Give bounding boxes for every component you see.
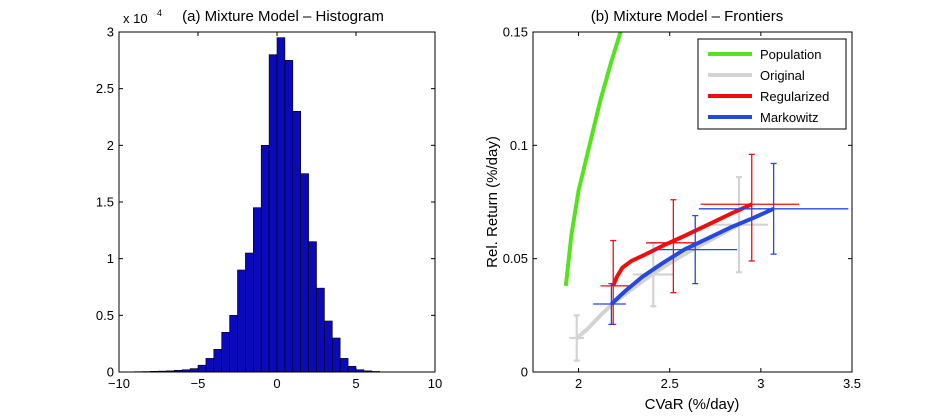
errorbar-markowitz	[651, 214, 738, 285]
y-tick-label: 2.5	[96, 81, 114, 96]
legend-label: Regularized	[760, 89, 829, 104]
x-axis-label: CVaR (%/day)	[645, 396, 740, 413]
histogram-bar	[237, 269, 246, 373]
histogram-bar	[324, 320, 333, 373]
legend-label: Markowitz	[760, 110, 819, 125]
x-tick-label: 2.5	[661, 376, 679, 391]
legend-label: Original	[760, 68, 805, 83]
frontiers-y-ticks: 0 0.05 0.1 0.15	[503, 25, 852, 380]
histogram-bar	[284, 60, 294, 373]
y-multiplier: x 10	[123, 11, 148, 26]
x-tick-label: −5	[191, 376, 206, 391]
y-tick-label: 0	[521, 365, 528, 380]
histogram-bar	[260, 145, 270, 373]
histogram-bar	[205, 358, 215, 373]
y-tick-label: 0.5	[96, 308, 114, 323]
histogram-bar	[189, 368, 199, 373]
histogram-bar	[253, 207, 262, 373]
histogram-bar	[268, 54, 278, 373]
y-tick-label: 0.05	[503, 251, 528, 266]
y-tick-label: 0	[107, 365, 114, 380]
series-line-original	[575, 222, 740, 340]
series-line-population	[563, 32, 623, 287]
histogram-y-ticks: 0 0.5 1 1.5 2 2.5 3	[96, 25, 435, 380]
x-tick-label: 3	[757, 376, 764, 391]
y-multiplier-exponent: 4	[157, 8, 162, 18]
frontiers-title: (b) Mixture Model – Frontiers	[591, 8, 784, 25]
y-tick-label: 1	[107, 251, 114, 266]
x-tick-label: 10	[428, 376, 442, 391]
histogram-bar	[292, 111, 301, 373]
errorbar-markowitz	[593, 282, 626, 326]
frontier-lines	[563, 32, 849, 362]
histogram-title: (a) Mixture Model – Histogram	[182, 8, 384, 25]
x-tick-label: 2	[575, 376, 582, 391]
errorbar-original	[569, 314, 585, 362]
y-tick-label: 1.5	[96, 195, 114, 210]
histogram-bar	[229, 315, 238, 373]
x-tick-label: 0	[273, 376, 280, 391]
histogram-bar	[347, 366, 357, 373]
histogram-bar	[331, 337, 341, 373]
histogram-bar	[339, 358, 349, 373]
histogram-bar	[300, 173, 309, 373]
x-tick-label: −10	[108, 376, 130, 391]
frontiers-x-ticks: 2 2.5 3 3.5	[575, 32, 861, 391]
legend-label: Population	[760, 47, 821, 62]
y-tick-label: 0.15	[503, 25, 528, 40]
histogram-bars	[134, 37, 380, 373]
legend: Population Original Regularized Markowitz	[697, 38, 847, 130]
histogram-bar	[213, 349, 223, 373]
series-line-markowitz	[610, 206, 775, 306]
histogram-panel: (a) Mixture Model – Histogram x 10 4 −10…	[96, 8, 442, 391]
errorbar-original	[633, 241, 674, 308]
errorbar-regularized	[646, 199, 701, 294]
histogram-bar	[276, 37, 286, 373]
frontiers-axes-box	[532, 31, 853, 373]
y-tick-label: 0.1	[510, 138, 528, 153]
histogram-x-ticks: −10 −5 0 5 10	[108, 32, 442, 391]
errorbar-markowitz	[698, 162, 849, 255]
frontiers-panel: (b) Mixture Model – Frontiers 2 2.5 3 3.5 0…	[484, 8, 861, 413]
histogram-bar	[197, 364, 207, 373]
histogram-bar	[308, 241, 317, 373]
y-tick-label: 2	[107, 138, 114, 153]
x-tick-label: 5	[352, 376, 359, 391]
histogram-bar	[245, 252, 254, 373]
x-tick-label: 3.5	[843, 376, 861, 391]
histogram-bar	[221, 332, 230, 373]
histogram-bar	[316, 287, 325, 373]
y-tick-label: 3	[107, 25, 114, 40]
errorbar-regularized	[700, 153, 800, 262]
y-axis-label: Rel. Return (%/day)	[484, 136, 501, 268]
